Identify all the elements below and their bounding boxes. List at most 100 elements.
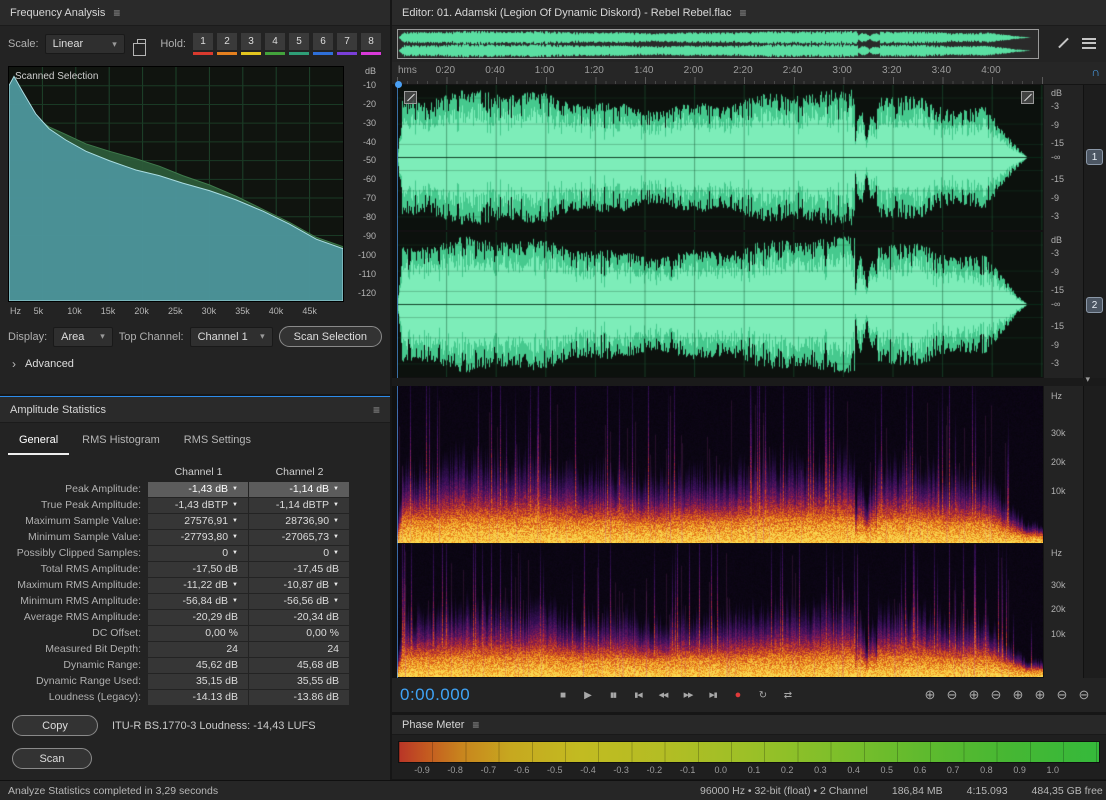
clip-fade-icon[interactable] [1021,91,1034,104]
editor-list-icon[interactable] [1082,37,1096,49]
copy-graph-icon[interactable] [132,38,147,56]
collapse-icon[interactable]: ▾ [1085,374,1090,384]
locate-sample-icon[interactable]: ▼ [333,582,339,588]
scan-button[interactable]: Scan [12,748,92,769]
hz-tick: 30k [1051,428,1066,439]
tab-rms-histogram[interactable]: RMS Histogram [82,434,160,446]
timeline-ruler[interactable]: hms 0:20 0:40 1:00 1:20 1:40 2:00 2:20 2:40 3:00 3… [392,62,1106,88]
panel-menu-icon[interactable]: ≡ [472,717,480,732]
stop-button[interactable]: ■ [559,689,567,701]
panel-menu-icon[interactable]: ≡ [372,402,380,417]
view-divider[interactable]: ▾ [392,374,1106,386]
panel-menu-icon[interactable]: ≡ [739,5,747,20]
hold-button-3[interactable]: 3 [240,32,262,55]
zoom-buttons: ⊕ ⊖ ⊕ ⊖ ⊕ ⊕ ⊖ ⊖ [920,686,1094,704]
stat-row[interactable]: Minimum Sample Value: -27793,80 ▼ -27065,73… [0,529,390,545]
display-select[interactable]: Area ▾ [53,326,113,347]
locate-sample-icon[interactable]: ▼ [333,486,339,492]
record-button[interactable]: ● [734,689,742,701]
stat-row[interactable]: Maximum Sample Value: 27576,91 ▼ 28736,90 ▼ [0,513,390,529]
locate-sample-icon[interactable]: ▼ [232,534,238,540]
skip-to-start-button[interactable]: ▮◀ [634,692,642,699]
stat-row[interactable]: Peak Amplitude: -1,43 dB ▼ -1,14 dB ▼ [0,481,390,497]
stat-row[interactable]: True Peak Amplitude: -1,43 dBTP ▼ -1,14 dBT… [0,497,390,513]
channel-2-button[interactable]: 2 [1086,297,1103,313]
playhead-line[interactable] [397,85,398,378]
hold-button-1[interactable]: 1 [192,32,214,55]
hold-button-7[interactable]: 7 [336,32,358,55]
tab-general[interactable]: General [8,429,70,455]
pause-button[interactable]: ▮▮ [610,692,617,699]
zoom-out-button[interactable]: ⊖ [946,687,958,702]
zoom-in-button[interactable]: ⊕ [924,687,936,702]
stat-row[interactable]: Dynamic Range Used: 35,15 dB 35,55 dB [0,673,390,689]
frequency-panel-header[interactable]: Frequency Analysis ≡ [0,0,390,26]
locate-sample-icon[interactable]: ▼ [333,518,339,524]
zoom-in-vertical-button[interactable]: ⊕ [968,687,980,702]
waveform-channel-1[interactable] [397,85,1043,230]
amplitude-panel-header[interactable]: Amplitude Statistics ≡ [0,397,390,423]
stat-row[interactable]: DC Offset: 0,00 % 0,00 % [0,625,390,641]
editor-header[interactable]: Editor: 01. Adamski (Legion Of Dynamic D… [392,0,1106,26]
spectrogram-channel-2[interactable] [397,544,1043,677]
locate-sample-icon[interactable]: ▼ [232,486,238,492]
loop-playback-button[interactable]: ↻ [758,689,768,701]
stat-row[interactable]: Loudness (Legacy): -14.13 dB -13.86 dB [0,689,390,705]
hold-button-6[interactable]: 6 [312,32,334,55]
playhead-handle[interactable] [395,81,402,88]
skip-selection-button[interactable]: ⇄ [783,689,793,701]
locate-sample-icon[interactable]: ▼ [333,598,339,604]
zoom-reset-button[interactable]: ⊖ [1078,687,1090,702]
waveform-channel-2[interactable] [397,232,1043,377]
spectrogram-channel-1[interactable] [397,386,1043,543]
locate-sample-icon[interactable]: ▼ [333,550,339,556]
locate-sample-icon[interactable]: ▼ [232,550,238,556]
clip-gain-icon[interactable] [404,91,417,104]
hold-button-4[interactable]: 4 [264,32,286,55]
fast-forward-button[interactable]: ▶▶ [683,692,694,699]
zoom-out-vertical-button[interactable]: ⊖ [990,687,1002,702]
playhead-line[interactable] [397,386,398,678]
channel-1-button[interactable]: 1 [1086,149,1103,165]
time-display[interactable]: 0:00.000 [400,685,471,704]
advanced-expander[interactable]: › Advanced [0,349,390,379]
stat-value-ch1: 0 ▼ [148,545,248,561]
hold-button-8[interactable]: 8 [360,32,382,55]
stat-row[interactable]: Possibly Clipped Samples: 0 ▼ 0 ▼ [0,545,390,561]
locate-sample-icon[interactable]: ▼ [333,534,339,540]
skip-to-end-button[interactable]: ▶▮ [709,692,717,699]
snapping-icon[interactable]: ∩ [1091,65,1100,79]
tab-rms-settings[interactable]: RMS Settings [183,434,252,446]
top-channel-select[interactable]: Channel 1 ▾ [189,326,273,347]
phase-meter-header[interactable]: Phase Meter ≡ [392,715,1106,735]
scan-selection-button[interactable]: Scan Selection [278,326,382,347]
locate-sample-icon[interactable]: ▼ [333,502,339,508]
stat-row[interactable]: Maximum RMS Amplitude: -11,22 dB ▼ -10,87 d… [0,577,390,593]
hold-button-5[interactable]: 5 [288,32,310,55]
hold-button-2[interactable]: 2 [216,32,238,55]
stat-row[interactable]: Measured Bit Depth: 24 24 [0,641,390,657]
locate-sample-icon[interactable]: ▼ [232,502,238,508]
top-channel-label: Top Channel: [118,330,184,343]
rewind-button[interactable]: ◀◀ [658,692,669,699]
locate-sample-icon[interactable]: ▼ [232,518,238,524]
ruler-tick-label: 0:40 [485,65,505,76]
stat-value-text: 24 [226,643,238,655]
scale-select[interactable]: Linear ▾ [44,34,125,54]
stat-row[interactable]: Average RMS Amplitude: -20,29 dB -20,34 dB [0,609,390,625]
stat-row[interactable]: Dynamic Range: 45,62 dB 45,68 dB [0,657,390,673]
zoom-in-left-selection-button[interactable]: ⊕ [1012,687,1024,702]
play-button[interactable]: ▶ [584,689,592,701]
locate-sample-icon[interactable]: ▼ [232,582,238,588]
overview-waveform[interactable] [397,29,1039,59]
stat-row[interactable]: Minimum RMS Amplitude: -56,84 dB ▼ -56,56 d… [0,593,390,609]
frequency-plot[interactable]: Scanned Selection [8,66,344,302]
zoom-in-right-selection-button[interactable]: ⊕ [1034,687,1046,702]
panel-menu-icon[interactable]: ≡ [113,5,121,20]
locate-sample-icon[interactable]: ▼ [232,598,238,604]
zoom-to-selection-button[interactable]: ⊖ [1056,687,1068,702]
pencil-tool-icon[interactable] [1056,36,1070,50]
stat-row[interactable]: Total RMS Amplitude: -17,50 dB -17,45 dB [0,561,390,577]
copy-button[interactable]: Copy [12,715,98,736]
